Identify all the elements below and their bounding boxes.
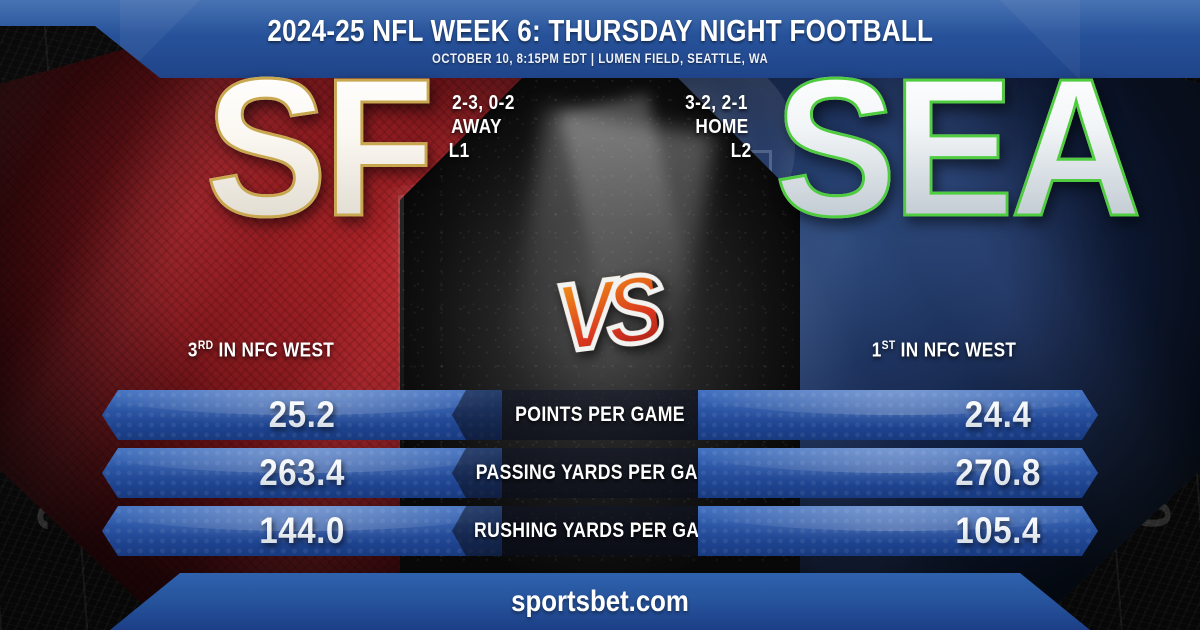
stat-label: PASSING YARDS PER GAME	[475, 461, 725, 484]
home-standing-rank: 1	[871, 339, 882, 362]
home-stat-value: 270.8	[863, 448, 1133, 498]
away-team-block: SF 2-3, 0-2 AWAY L1	[0, 38, 520, 257]
home-team-abbr: SEA	[773, 38, 1143, 257]
site-url[interactable]: sportsbet.com	[511, 584, 689, 618]
away-record: 2-3, 0-2	[452, 92, 515, 114]
away-stat-value: 263.4	[167, 448, 437, 498]
away-division-standing: 3RD IN NFC WEST	[188, 338, 334, 363]
away-location: AWAY	[451, 116, 502, 138]
home-team-block: 3-2, 2-1 HOME L2 SEA	[680, 38, 1200, 257]
away-stat-value: 144.0	[167, 506, 437, 556]
away-stat-bar	[102, 390, 502, 440]
stat-row: 263.4 PASSING YARDS PER GAME 270.8	[0, 444, 1200, 501]
home-stat-value: 24.4	[863, 390, 1133, 440]
versus-badge: VS	[548, 252, 665, 375]
home-stat-bar	[698, 506, 1098, 556]
home-standing-suffix: ST	[881, 338, 896, 352]
stat-comparison-table: 25.2 POINTS PER GAME 24.4 263.4 PASSING …	[0, 386, 1200, 560]
home-record: 3-2, 2-1	[685, 92, 748, 114]
footer-banner	[110, 573, 1090, 630]
away-stat-value: 25.2	[167, 390, 437, 440]
stat-label: RUSHING YARDS PER GAME	[473, 519, 727, 542]
home-location: HOME	[695, 116, 749, 138]
away-stat-bar	[102, 506, 502, 556]
home-standing-text: IN NFC WEST	[895, 339, 1017, 362]
center-seam	[398, 195, 404, 515]
home-streak: L2	[730, 140, 752, 162]
stat-row: 144.0 RUSHING YARDS PER GAME 105.4	[0, 502, 1200, 559]
header-content: 2024-25 NFL WEEK 6: THURSDAY NIGHT FOOTB…	[0, 0, 1200, 78]
away-standing-suffix: RD	[197, 338, 214, 352]
stat-label: POINTS PER GAME	[515, 403, 685, 426]
away-standing-text: IN NFC WEST	[213, 339, 335, 362]
away-standing-rank: 3	[187, 339, 198, 362]
header-banner	[0, 0, 1200, 78]
home-stat-bar	[698, 390, 1098, 440]
home-team-meta: 3-2, 2-1 HOME L2	[680, 62, 753, 234]
game-details: OCTOBER 10, 8:15PM EDT | LUMEN FIELD, SE…	[431, 50, 769, 66]
away-team-meta: 2-3, 0-2 AWAY L1	[447, 62, 520, 234]
stat-row: 25.2 POINTS PER GAME 24.4	[0, 386, 1200, 443]
away-team-abbr: SF	[204, 38, 436, 257]
away-stat-bar	[102, 448, 502, 498]
home-stat-value: 105.4	[863, 506, 1133, 556]
versus-label: VS	[548, 252, 665, 375]
page-title: 2024-25 NFL WEEK 6: THURSDAY NIGHT FOOTB…	[267, 12, 933, 48]
home-stat-bar	[698, 448, 1098, 498]
away-streak: L1	[448, 140, 470, 162]
home-division-standing: 1ST IN NFC WEST	[872, 338, 1017, 363]
